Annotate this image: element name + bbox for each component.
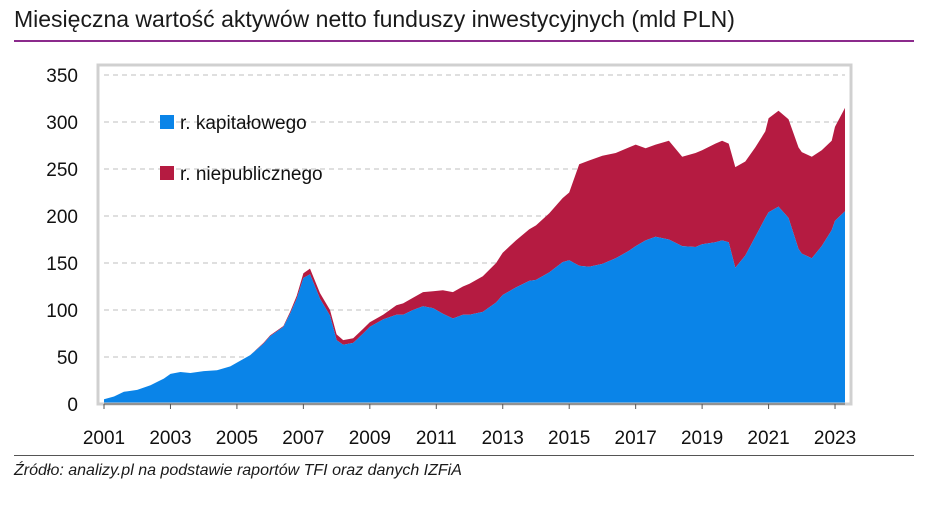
title-underline [14, 40, 914, 42]
y-tick-label: 150 [46, 254, 78, 275]
y-tick-label: 350 [46, 66, 78, 87]
source-divider [14, 455, 914, 456]
x-tick-label: 2021 [747, 428, 789, 449]
y-tick-label: 100 [46, 301, 78, 322]
x-tick-label: 2011 [416, 428, 457, 449]
legend: r. kapitałowego r. niepublicznego [160, 113, 323, 185]
x-tick-label: 2019 [681, 428, 723, 449]
x-tick-label: 2001 [83, 428, 125, 449]
x-tick-label: 2015 [548, 428, 590, 449]
x-tick-label: 2017 [615, 428, 657, 449]
area-series-kapitalowego [104, 206, 845, 404]
legend-swatch-niepublicznego [160, 166, 174, 180]
y-tick-label: 200 [46, 207, 78, 228]
x-tick-label: 2023 [814, 428, 856, 449]
x-axis-tick-labels: 2001 2003 2005 2007 2009 2011 2013 2015 2017 2019… [83, 404, 856, 449]
x-tick-label: 2009 [349, 428, 391, 449]
source-note: Źródło: analizy.pl na podstawie raportów… [14, 462, 462, 479]
legend-label-niepublicznego: r. niepublicznego [180, 164, 323, 185]
x-tick-label: 2013 [482, 428, 524, 449]
legend-label-kapitalowego: r. kapitałowego [180, 113, 307, 134]
y-axis-tick-labels: 0 50 100 150 200 250 300 350 [46, 66, 78, 416]
y-tick-label: 50 [57, 348, 78, 369]
chart-title: Miesięczna wartość aktywów netto fundusz… [14, 6, 735, 32]
area-series-niepublicznego [104, 107, 845, 400]
y-tick-label: 0 [67, 395, 78, 416]
area-layer [104, 107, 845, 404]
x-tick-label: 2007 [282, 428, 324, 449]
y-tick-label: 250 [46, 160, 78, 181]
y-tick-label: 300 [46, 113, 78, 134]
legend-swatch-kapitalowego [160, 115, 174, 129]
x-tick-label: 2005 [216, 428, 258, 449]
x-tick-label: 2003 [149, 428, 191, 449]
